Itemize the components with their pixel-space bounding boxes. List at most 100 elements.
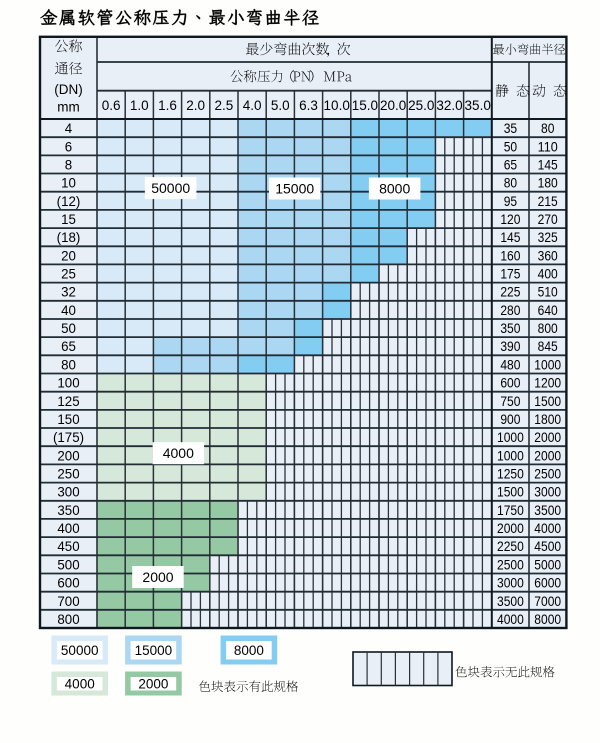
svg-text:95: 95 — [504, 193, 518, 209]
svg-text:0.6: 0.6 — [102, 98, 121, 113]
svg-text:3500: 3500 — [534, 502, 561, 518]
svg-text:3000: 3000 — [534, 484, 561, 500]
svg-text:300: 300 — [57, 484, 79, 500]
svg-text:175: 175 — [500, 266, 520, 282]
svg-text:100: 100 — [57, 375, 79, 391]
svg-text:270: 270 — [538, 211, 558, 227]
svg-text:2000: 2000 — [142, 569, 173, 585]
svg-text:50000: 50000 — [61, 643, 99, 658]
svg-text:80: 80 — [504, 175, 518, 191]
svg-text:1000: 1000 — [497, 447, 524, 463]
svg-text:120: 120 — [500, 211, 520, 227]
svg-text:400: 400 — [538, 266, 558, 282]
svg-text:845: 845 — [538, 338, 558, 354]
svg-text:6.3: 6.3 — [299, 98, 318, 113]
svg-text:510: 510 — [538, 284, 558, 300]
svg-text:10: 10 — [61, 175, 76, 191]
svg-text:80: 80 — [541, 120, 555, 136]
svg-text:32.0: 32.0 — [436, 98, 462, 113]
svg-text:600: 600 — [500, 375, 520, 391]
svg-text:600: 600 — [57, 575, 79, 591]
svg-text:mm: mm — [57, 100, 80, 115]
svg-text:25: 25 — [61, 266, 76, 282]
svg-text:4: 4 — [65, 120, 73, 136]
svg-text:(DN): (DN) — [54, 82, 83, 97]
svg-text:65: 65 — [504, 157, 518, 173]
svg-text:150: 150 — [57, 411, 79, 427]
svg-text:390: 390 — [500, 338, 520, 354]
svg-text:8: 8 — [65, 157, 73, 173]
svg-text:15000: 15000 — [135, 643, 173, 658]
svg-text:3000: 3000 — [497, 575, 524, 591]
svg-text:145: 145 — [538, 157, 558, 173]
svg-text:50000: 50000 — [151, 180, 190, 196]
svg-text:280: 280 — [500, 302, 520, 318]
svg-text:750: 750 — [500, 393, 520, 409]
svg-text:800: 800 — [538, 320, 558, 336]
svg-text:(12): (12) — [57, 193, 81, 209]
svg-text:1500: 1500 — [534, 393, 561, 409]
svg-text:(175): (175) — [53, 429, 84, 445]
svg-text:65: 65 — [61, 338, 76, 354]
svg-text:5.0: 5.0 — [271, 98, 290, 113]
svg-text:4000: 4000 — [65, 676, 95, 691]
svg-text:4000: 4000 — [163, 445, 194, 461]
svg-text:1.6: 1.6 — [158, 98, 177, 113]
svg-text:700: 700 — [57, 593, 79, 609]
svg-text:4000: 4000 — [497, 611, 524, 627]
svg-text:225: 225 — [500, 284, 520, 300]
svg-text:400: 400 — [57, 520, 79, 536]
svg-text:1000: 1000 — [497, 429, 524, 445]
svg-text:2500: 2500 — [497, 556, 524, 572]
svg-text:200: 200 — [57, 447, 79, 463]
svg-text:6000: 6000 — [534, 575, 561, 591]
svg-text:20: 20 — [61, 247, 76, 263]
svg-text:1750: 1750 — [497, 502, 524, 518]
svg-text:15.0: 15.0 — [352, 98, 378, 113]
svg-text:80: 80 — [61, 356, 76, 372]
svg-text:480: 480 — [500, 356, 520, 372]
svg-text:800: 800 — [57, 611, 79, 627]
svg-text:110: 110 — [538, 138, 558, 154]
svg-text:1000: 1000 — [534, 356, 561, 372]
svg-text:2000: 2000 — [138, 676, 168, 691]
svg-text:325: 325 — [538, 229, 558, 245]
svg-text:8000: 8000 — [234, 643, 264, 658]
svg-text:500: 500 — [57, 556, 79, 572]
svg-text:50: 50 — [61, 320, 76, 336]
svg-text:40: 40 — [61, 302, 76, 318]
svg-text:20.0: 20.0 — [380, 98, 406, 113]
svg-text:4.0: 4.0 — [243, 98, 262, 113]
svg-text:1.0: 1.0 — [130, 98, 149, 113]
svg-text:180: 180 — [538, 175, 558, 191]
svg-text:900: 900 — [500, 411, 520, 427]
svg-text:350: 350 — [57, 502, 79, 518]
svg-text:8000: 8000 — [534, 611, 561, 627]
svg-text:125: 125 — [57, 393, 79, 409]
svg-text:1800: 1800 — [534, 411, 561, 427]
svg-text:2000: 2000 — [497, 520, 524, 536]
svg-text:450: 450 — [57, 538, 79, 554]
svg-text:3500: 3500 — [497, 593, 524, 609]
svg-text:1200: 1200 — [534, 375, 561, 391]
svg-text:8000: 8000 — [379, 181, 410, 197]
svg-text:2250: 2250 — [497, 538, 524, 554]
svg-text:15: 15 — [61, 211, 76, 227]
svg-text:145: 145 — [500, 229, 520, 245]
svg-text:4500: 4500 — [534, 538, 561, 554]
svg-text:350: 350 — [500, 320, 520, 336]
svg-text:360: 360 — [538, 247, 558, 263]
svg-text:2500: 2500 — [534, 466, 561, 482]
svg-text:5000: 5000 — [534, 556, 561, 572]
svg-text:6: 6 — [65, 138, 73, 154]
svg-text:10.0: 10.0 — [324, 98, 350, 113]
svg-text:2000: 2000 — [534, 447, 561, 463]
svg-text:35: 35 — [504, 120, 518, 136]
svg-text:25.0: 25.0 — [408, 98, 434, 113]
svg-text:160: 160 — [500, 247, 520, 263]
svg-text:2.0: 2.0 — [186, 98, 205, 113]
svg-text:4000: 4000 — [534, 520, 561, 536]
svg-text:1250: 1250 — [497, 466, 524, 482]
svg-text:32: 32 — [61, 284, 76, 300]
svg-text:7000: 7000 — [534, 593, 561, 609]
